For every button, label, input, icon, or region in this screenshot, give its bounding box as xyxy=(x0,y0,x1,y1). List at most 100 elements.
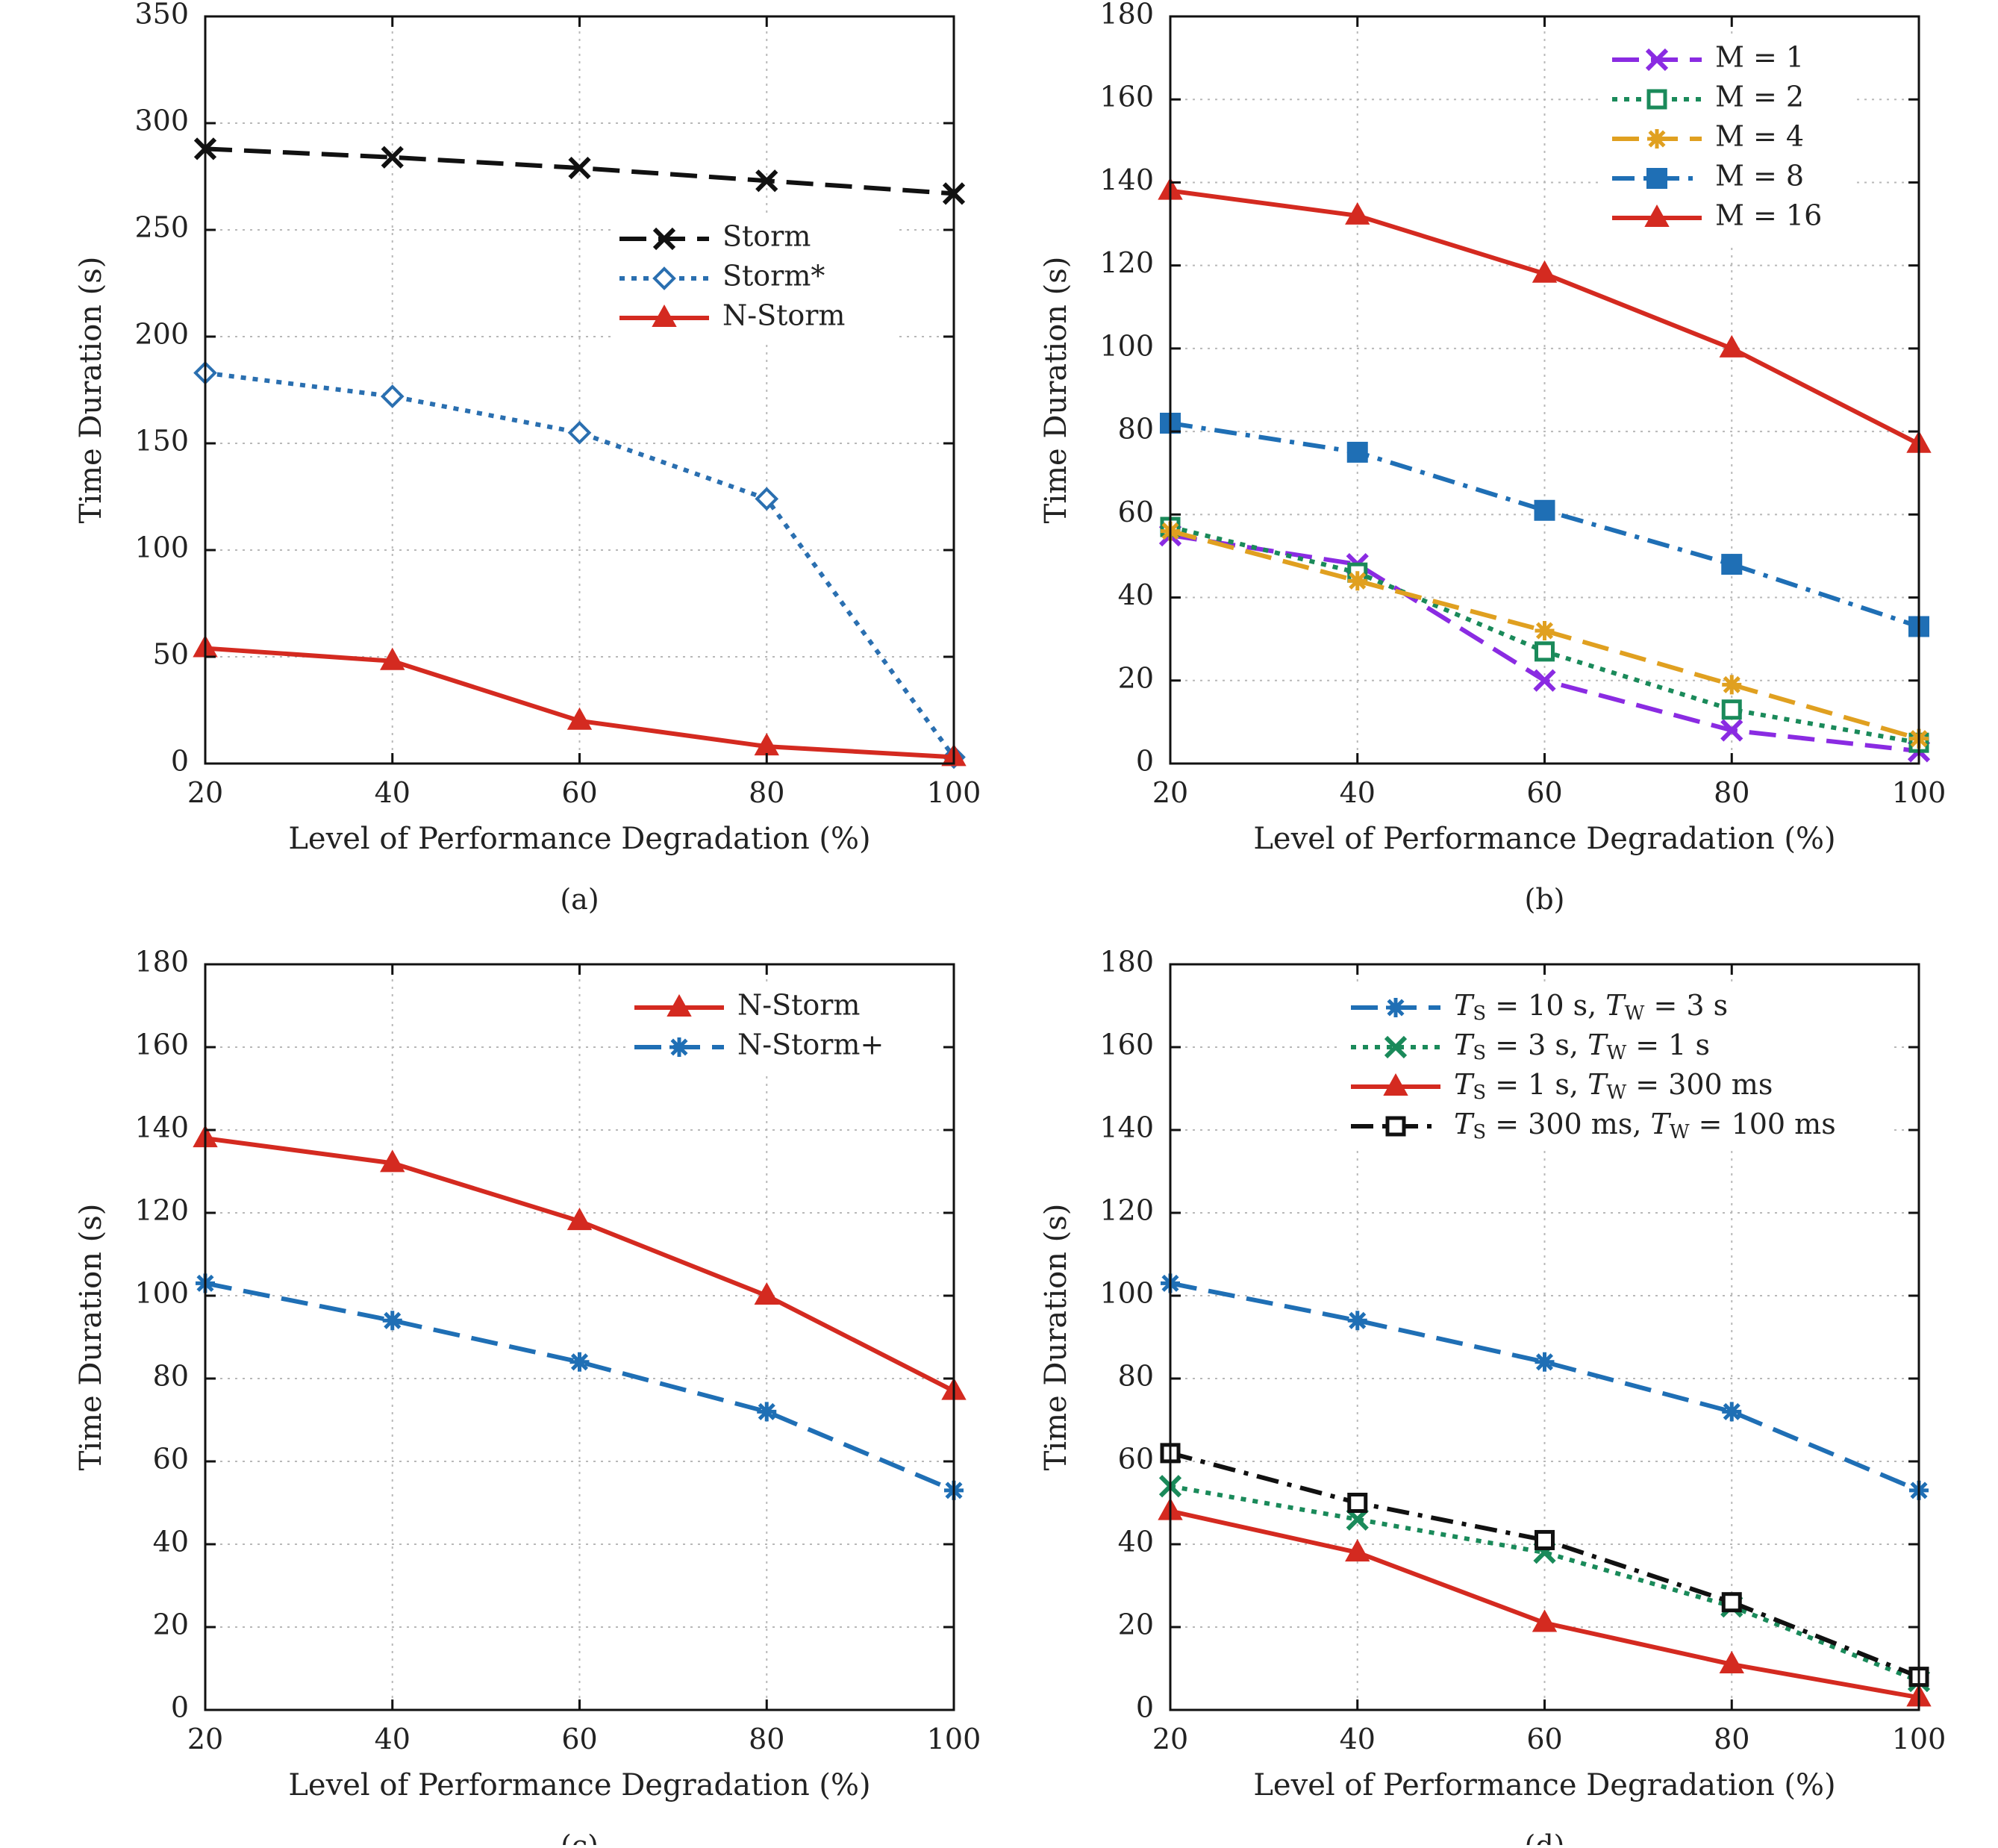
x-tick-label: 80 xyxy=(749,1723,784,1755)
y-tick-label: 20 xyxy=(153,1608,189,1641)
x-tick-label: 40 xyxy=(1340,1723,1376,1755)
panel-caption: (b) xyxy=(1525,883,1565,916)
legend-item: TS = 300 ms, TW = 100 ms xyxy=(1351,1108,1836,1143)
series-line xyxy=(1170,421,1920,629)
legend-marker xyxy=(1383,1073,1408,1096)
series-5 xyxy=(1158,177,1932,453)
legend-box xyxy=(1342,984,1894,1151)
legend: M = 1 M = 2 M = 4 M = 8 M = 16 xyxy=(1603,36,1857,243)
data-point xyxy=(1720,719,1743,742)
data-point xyxy=(1535,1529,1555,1550)
y-axis-label: Time Duration (s) xyxy=(74,1204,108,1471)
y-tick-label: 350 xyxy=(134,0,189,31)
x-axis-label: Level of Performance Degradation (%) xyxy=(1253,1768,1835,1802)
y-axis-label: Time Duration (s) xyxy=(74,257,108,524)
data-point xyxy=(380,384,405,408)
data-point xyxy=(567,420,592,445)
x-tick-label: 20 xyxy=(187,1723,223,1755)
y-tick-label: 120 xyxy=(134,1194,189,1227)
legend-item: N-Storm xyxy=(619,299,845,332)
legend-label: Storm* xyxy=(722,260,825,293)
y-tick-label: 40 xyxy=(153,1526,189,1558)
x-tick-label: 100 xyxy=(1892,776,1947,809)
grid xyxy=(205,16,954,764)
legend-marker xyxy=(1646,89,1667,110)
x-tick-label: 40 xyxy=(375,776,410,809)
legend-label: Storm xyxy=(722,220,811,253)
legend-item: Storm* xyxy=(619,260,825,293)
data-point xyxy=(1532,1609,1558,1632)
data-point xyxy=(1722,675,1742,695)
data-point xyxy=(569,1352,590,1372)
y-tick-label: 40 xyxy=(1118,1526,1154,1558)
series-2 xyxy=(193,360,966,770)
y-tick-label: 0 xyxy=(171,745,189,778)
data-point xyxy=(1532,260,1558,283)
data-point xyxy=(1347,1311,1367,1331)
legend-marker xyxy=(652,304,677,327)
x-tick-label: 100 xyxy=(927,1723,981,1755)
y-tick-label: 160 xyxy=(1099,81,1154,113)
x-tick-label: 100 xyxy=(927,776,981,809)
x-tick-label: 20 xyxy=(1152,1723,1188,1755)
plot-frame xyxy=(204,963,955,1711)
data-point xyxy=(1345,1539,1370,1562)
y-tick-label: 160 xyxy=(1099,1028,1154,1061)
y-tick-label: 200 xyxy=(134,318,189,351)
data-point xyxy=(755,169,778,193)
data-point xyxy=(1722,1402,1742,1422)
y-axis-label: Time Duration (s) xyxy=(1039,1204,1073,1471)
chart-panel-a: 20 40 60 80 100 0 50 100 150 200 250 300 350 Level of… xyxy=(74,0,981,916)
y-tick-label: 180 xyxy=(134,946,189,978)
data-point xyxy=(755,487,779,511)
legend-item: M = 1 xyxy=(1612,41,1804,74)
data-point xyxy=(1347,571,1367,591)
legend-marker xyxy=(652,266,676,290)
legend-label: TS = 10 s, TW = 3 s xyxy=(1454,989,1728,1026)
series-line xyxy=(205,146,955,196)
data-point xyxy=(381,146,404,169)
x-axis-label: Level of Performance Degradation (%) xyxy=(288,822,870,856)
series-line xyxy=(205,370,956,759)
legend-item: TS = 10 s, TW = 3 s xyxy=(1351,989,1728,1026)
y-tick-label: 40 xyxy=(1118,578,1154,611)
data-point xyxy=(382,1311,402,1331)
series-line xyxy=(1170,528,1920,741)
legend-marker xyxy=(1384,1035,1408,1059)
legend-label: M = 4 xyxy=(1715,120,1804,153)
y-tick-label: 100 xyxy=(134,1277,189,1310)
y-tick-label: 50 xyxy=(153,638,189,671)
y-tick-label: 140 xyxy=(1099,1111,1154,1144)
y-tick-label: 100 xyxy=(1099,329,1154,362)
legend-marker xyxy=(652,227,676,251)
legend-label: N-Storm xyxy=(737,989,860,1022)
series-line xyxy=(1170,1451,1920,1679)
legend-marker xyxy=(1645,48,1669,72)
data-point xyxy=(566,707,593,730)
legend-label: TS = 1 s, TW = 300 ms xyxy=(1454,1068,1773,1105)
series-3 xyxy=(193,634,967,767)
y-tick-label: 250 xyxy=(134,211,189,244)
panel-caption: (a) xyxy=(560,883,599,916)
legend: N-Storm N-Storm+ xyxy=(625,984,939,1072)
legend-marker xyxy=(1385,1116,1406,1137)
legend-label: M = 16 xyxy=(1715,199,1822,232)
legend-marker xyxy=(1644,204,1670,227)
data-point xyxy=(1345,202,1370,225)
y-tick-label: 150 xyxy=(134,425,189,458)
data-point xyxy=(1721,554,1743,575)
y-tick-label: 300 xyxy=(134,104,189,137)
y-tick-label: 80 xyxy=(153,1360,189,1393)
x-tick-label: 80 xyxy=(749,776,784,809)
legend-label: M = 8 xyxy=(1715,160,1804,193)
x-tick-label: 20 xyxy=(187,776,223,809)
data-point xyxy=(1721,1592,1742,1613)
y-tick-label: 80 xyxy=(1118,1360,1154,1393)
y-tick-label: 60 xyxy=(153,1443,189,1476)
y-tick-label: 180 xyxy=(1099,0,1154,31)
chart-panel-b: 20 40 60 80 100020406080100120140160180Level… xyxy=(1039,0,1946,916)
data-point xyxy=(754,1282,779,1305)
legend-item: TS = 1 s, TW = 300 ms xyxy=(1351,1068,1773,1105)
series-line xyxy=(1170,1281,1920,1493)
